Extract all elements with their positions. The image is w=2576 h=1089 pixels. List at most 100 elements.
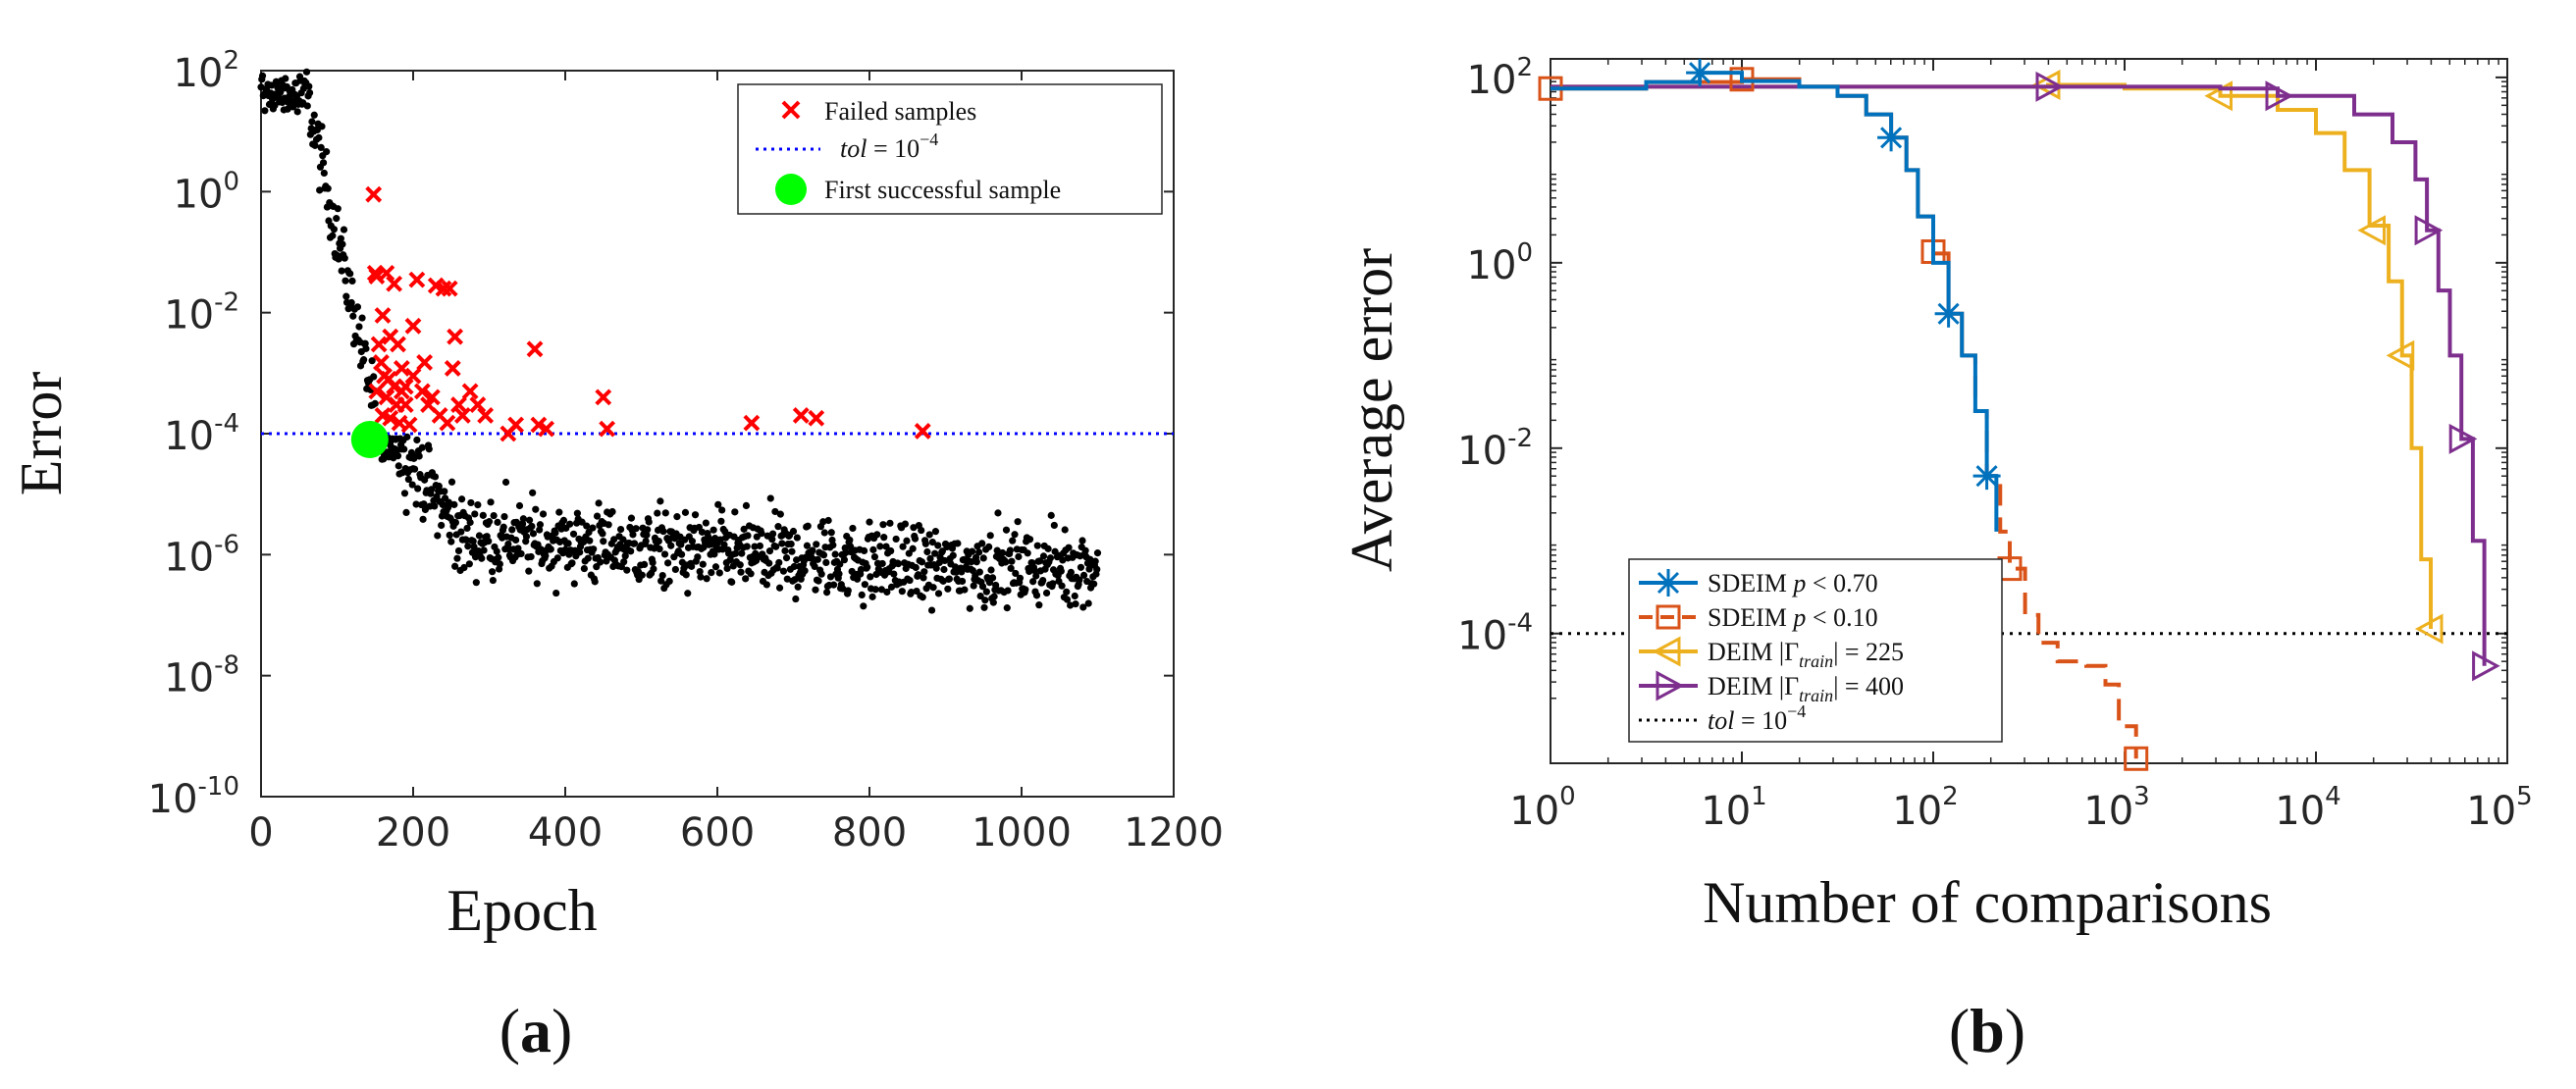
- a-success-point: [758, 530, 765, 538]
- a-failed-point: [599, 420, 616, 438]
- a-success-point: [559, 516, 568, 524]
- a-success-point: [858, 591, 866, 599]
- a-success-point: [782, 553, 791, 562]
- a-success-point: [632, 525, 640, 533]
- a-success-point: [480, 546, 488, 554]
- a-failed-point: [447, 328, 464, 345]
- a-failed-point: [453, 407, 471, 424]
- a-success-point: [969, 547, 976, 555]
- a-failed-point: [368, 383, 386, 400]
- a-success-point: [1016, 574, 1025, 582]
- panel-b-series: [1538, 59, 2500, 771]
- b-marker-star: [1934, 299, 1963, 328]
- a-success-point: [466, 518, 474, 527]
- a-success-point: [732, 549, 740, 557]
- a-success-point: [627, 547, 635, 555]
- b-legend-entry: DEIM |Γtrain| = 225: [1639, 636, 1904, 671]
- a-failed-point: [526, 340, 544, 358]
- a-success-point: [517, 549, 525, 558]
- a-success-point: [918, 558, 926, 566]
- panel-a: 0 200 400 600 800 1000 1200 10-10 10-8 10-6 10-4 10…: [9, 46, 1224, 1065]
- a-success-point: [355, 323, 363, 331]
- a-success-point: [261, 107, 269, 115]
- legend-tol-a-sup: −4: [920, 130, 938, 149]
- a-success-point: [961, 586, 969, 594]
- a-success-point: [394, 462, 402, 470]
- a-success-point: [792, 595, 800, 603]
- a-success-point: [912, 563, 920, 572]
- a-success-point: [708, 568, 715, 577]
- b-ytick-label: 100: [1467, 238, 1533, 288]
- a-success-point: [478, 554, 486, 562]
- a-success-point: [1067, 601, 1075, 609]
- panel-b-letter: b: [1970, 996, 2005, 1065]
- a-success-point: [976, 592, 984, 600]
- a-success-point: [438, 521, 446, 530]
- a-success-point: [451, 562, 459, 570]
- a-success-point: [453, 554, 461, 562]
- a-success-point: [878, 559, 886, 568]
- a-failed-point: [378, 264, 395, 282]
- panel-a-legend: Failed samples tol = 10−4 First successf…: [737, 83, 1163, 215]
- a-success-point: [822, 558, 830, 567]
- a-success-point: [989, 598, 997, 606]
- a-success-point: [736, 561, 744, 569]
- a-success-point: [1022, 586, 1029, 594]
- a-success-point: [999, 548, 1007, 557]
- b-marker-triangle-right: [2472, 650, 2500, 682]
- panel-b-label: (b): [1949, 996, 2025, 1065]
- a-success-point: [908, 589, 916, 596]
- a-success-point: [990, 593, 998, 600]
- a-failed-point: [386, 275, 403, 292]
- a-xtick-label: 200: [376, 810, 450, 856]
- a-success-point: [949, 551, 957, 559]
- a-success-point: [1076, 576, 1083, 584]
- a-success-point: [623, 566, 631, 574]
- a-failed-point: [423, 389, 441, 406]
- a-success-point: [992, 581, 1000, 590]
- a-success-point: [479, 511, 487, 519]
- a-success-point: [921, 540, 929, 547]
- a-success-point: [341, 254, 348, 262]
- a-success-point: [866, 518, 873, 526]
- a-success-point: [903, 537, 911, 544]
- a-xtick-label: 0: [248, 810, 273, 856]
- a-success-point: [723, 564, 731, 573]
- a-success-point: [330, 226, 338, 233]
- a-success-point: [447, 538, 455, 545]
- a-success-point: [688, 538, 697, 545]
- a-success-point: [1003, 604, 1011, 612]
- a-success-point: [929, 584, 937, 592]
- a-success-point: [980, 603, 988, 611]
- a-success-point: [771, 507, 779, 516]
- a-success-point: [597, 558, 605, 566]
- a-success-point: [994, 509, 1002, 517]
- b-marker-triangle-right: [1656, 670, 1685, 701]
- b-series-3: [1551, 71, 2500, 682]
- a-success-point: [857, 565, 866, 574]
- a-success-point: [1009, 537, 1017, 544]
- a-success-point: [413, 436, 421, 444]
- a-success-point: [756, 542, 764, 550]
- a-failed-point: [444, 360, 461, 377]
- a-success-point: [630, 540, 639, 547]
- a-success-point: [981, 596, 989, 604]
- a-success-point: [528, 522, 536, 531]
- a-success-point: [573, 509, 582, 517]
- a-ytick-label: 10-6: [164, 530, 239, 580]
- panel-a-success-points: [257, 68, 1102, 614]
- a-success-point: [731, 508, 739, 516]
- a-success-point: [650, 565, 657, 573]
- a-success-point: [920, 568, 928, 576]
- a-success-point: [527, 552, 535, 561]
- b-legend-label: SDEIM p < 0.70: [1708, 569, 1878, 597]
- a-success-point: [519, 515, 527, 523]
- a-success-point: [934, 542, 942, 549]
- a-success-point: [945, 575, 953, 583]
- b-legend-entry: SDEIM p < 0.70: [1639, 569, 1878, 597]
- a-success-point: [783, 575, 791, 583]
- a-success-point: [641, 560, 649, 569]
- b-marker-triangle-right: [2035, 71, 2065, 102]
- a-success-point: [1039, 577, 1047, 585]
- a-success-point: [951, 563, 960, 571]
